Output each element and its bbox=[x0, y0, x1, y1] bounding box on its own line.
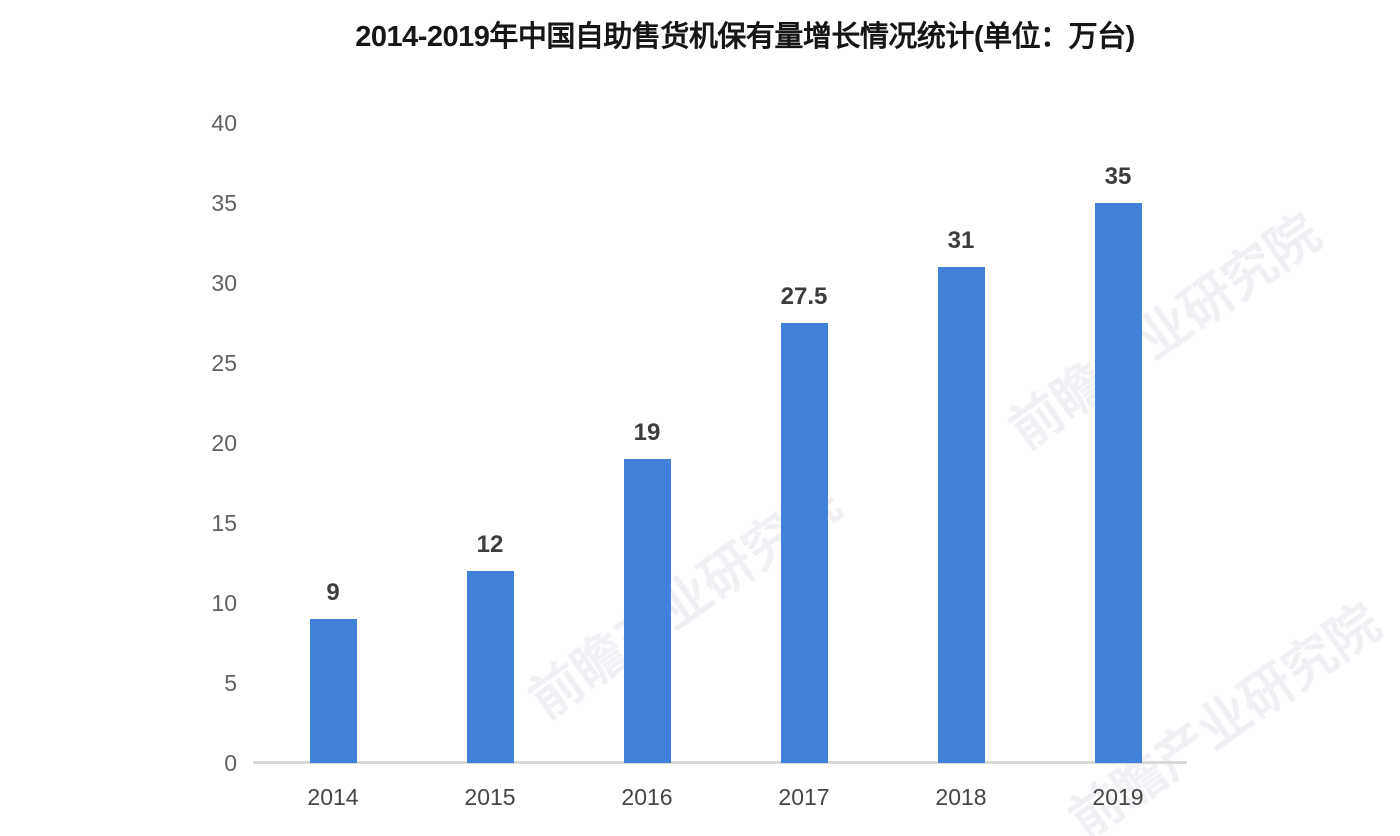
bar-value-label: 31 bbox=[947, 227, 975, 254]
y-axis-tick-label: 0 bbox=[224, 750, 237, 776]
bar-value-label: 9 bbox=[326, 579, 340, 606]
bar bbox=[937, 267, 985, 763]
bar-value-label: 12 bbox=[476, 531, 504, 558]
chart-title: 2014-2019年中国自助售货机保有量增长情况统计(单位：万台) bbox=[355, 21, 1135, 53]
y-axis-tick-label: 5 bbox=[224, 670, 237, 696]
bar bbox=[623, 459, 671, 763]
bar-value-label: 35 bbox=[1104, 163, 1132, 190]
bar-value-label: 19 bbox=[633, 419, 661, 446]
y-axis-tick-label: 20 bbox=[211, 430, 237, 456]
bar bbox=[309, 619, 357, 763]
x-axis-category-label: 2017 bbox=[778, 784, 830, 810]
y-axis-tick-label: 15 bbox=[211, 510, 237, 536]
watermark-text: 前瞻产业研究院 bbox=[999, 203, 1331, 461]
x-axis-category-label: 2019 bbox=[1092, 784, 1144, 810]
y-axis-tick-label: 25 bbox=[211, 350, 237, 376]
y-axis-tick-label: 30 bbox=[211, 270, 237, 296]
x-axis-category-label: 2014 bbox=[307, 784, 359, 810]
x-axis-category-label: 2018 bbox=[935, 784, 987, 810]
bar bbox=[780, 323, 828, 763]
y-axis-tick-label: 35 bbox=[211, 190, 237, 216]
bar-value-label: 27.5 bbox=[780, 283, 828, 310]
x-axis-category-label: 2015 bbox=[464, 784, 516, 810]
y-axis-tick-label: 10 bbox=[211, 590, 237, 616]
x-axis-category-label: 2016 bbox=[621, 784, 673, 810]
y-axis-tick-label: 40 bbox=[211, 110, 237, 136]
x-axis-line bbox=[253, 761, 1187, 764]
bar bbox=[466, 571, 514, 763]
bar bbox=[1094, 203, 1142, 763]
